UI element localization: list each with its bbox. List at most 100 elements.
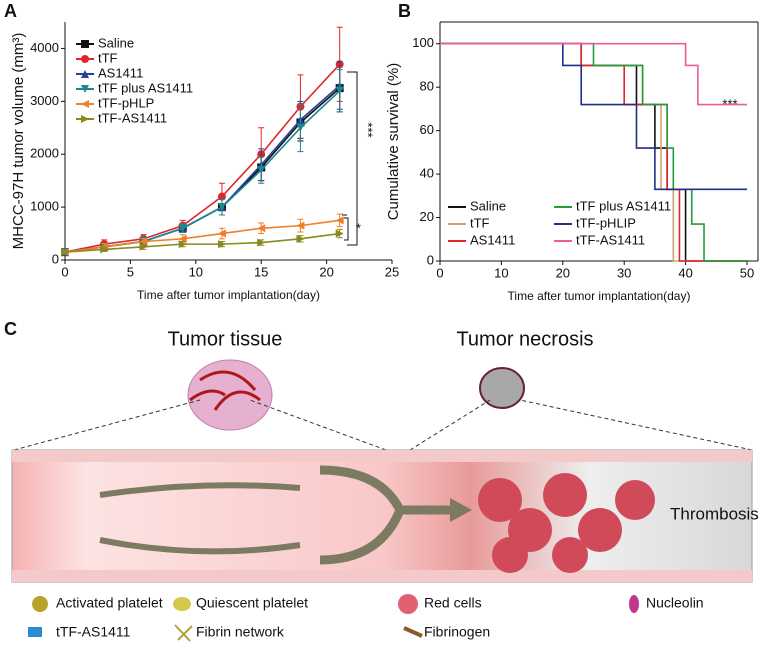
y-tick-label: 4000: [30, 40, 59, 55]
marker: [178, 224, 187, 233]
legend-label: tTF plus AS1411: [98, 80, 193, 95]
marker: [139, 242, 148, 251]
y-tick-label: 2000: [30, 146, 59, 161]
panel-label: C: [4, 319, 17, 339]
marker: [139, 237, 148, 246]
y-tick-label: 60: [420, 122, 434, 137]
legend-label: Saline: [470, 198, 506, 213]
legend-label: AS1411: [470, 232, 515, 247]
x-tick-label: 0: [61, 264, 68, 279]
diagram: C Tumor tissue Tumor necrosis Thrombosis: [4, 319, 759, 642]
vessel-wall-top: [12, 450, 752, 462]
y-tick-label: 40: [420, 166, 434, 181]
x-tick-label: 20: [319, 264, 333, 279]
bracket: [344, 217, 349, 241]
legend-label: Quiescent platelet: [196, 595, 308, 611]
legend-icons: [28, 594, 639, 642]
legend-label: Red cells: [424, 595, 482, 611]
survival-step: [440, 42, 747, 191]
legend-marker: [81, 115, 89, 123]
x-axis-label: Time after tumor implantation(day): [137, 288, 320, 302]
arrow: [319, 465, 450, 565]
legend-label: Nucleolin: [646, 595, 704, 611]
legend-label: Activated platelet: [56, 595, 163, 611]
marker: [296, 123, 305, 132]
dashed-lines: [13, 399, 753, 451]
red-cells: [478, 473, 655, 573]
legend-marker: [81, 100, 89, 108]
marker: [178, 240, 187, 249]
x-tick-label: 0: [436, 265, 443, 280]
right-title: Tumor necrosis: [456, 328, 593, 350]
legend-label: tTF-AS1411: [56, 624, 131, 640]
legend-marker: [81, 70, 89, 78]
marker: [257, 224, 266, 233]
legend-label: Saline: [98, 35, 134, 50]
legend-label: tTF-AS1411: [576, 232, 645, 247]
legend-marker: [81, 85, 89, 93]
panel-label: A: [4, 1, 17, 21]
marker: [335, 216, 344, 225]
legend-label: tTF plus AS1411: [576, 198, 671, 213]
series-line: [64, 232, 340, 253]
x-tick-label: 20: [556, 265, 570, 280]
bracket: [342, 71, 358, 246]
marker: [61, 248, 69, 257]
arrow: [99, 537, 301, 555]
tumor-vessels: [189, 370, 261, 411]
left-title: Tumor tissue: [168, 328, 283, 350]
legend-label: tTF: [98, 50, 118, 65]
marker: [217, 203, 226, 212]
y-tick-label: 100: [412, 35, 434, 50]
y-tick-label: 0: [52, 251, 59, 266]
y-tick-label: 0: [427, 252, 434, 267]
marker: [217, 240, 226, 249]
y-axis-label: Cumulative survival (%): [385, 63, 402, 221]
x-tick-label: 40: [678, 265, 692, 280]
survival-step: [440, 42, 747, 106]
region-label: Thrombosis: [670, 504, 759, 523]
marker: [217, 192, 226, 201]
survival-step: [440, 42, 747, 262]
legend-label: tTF-AS1411: [98, 110, 167, 125]
marker: [178, 234, 187, 243]
arrow: [99, 482, 301, 498]
y-tick-label: 80: [420, 79, 434, 94]
x-tick-label: 10: [189, 264, 203, 279]
marker: [257, 166, 266, 175]
legend-label: Fibrin network: [196, 624, 285, 640]
x-tick-label: 5: [127, 264, 134, 279]
legend-label: tTF: [470, 215, 490, 230]
series-line: [64, 63, 341, 253]
x-tick-label: 50: [740, 265, 754, 280]
vessel-wall-bottom: [12, 570, 752, 582]
marker: [335, 229, 344, 238]
marker: [100, 245, 109, 254]
annotation: *: [356, 220, 361, 235]
marker: [335, 86, 344, 95]
legend-label: tTF-pHLIP: [576, 215, 636, 230]
x-tick-label: 15: [254, 264, 268, 279]
y-tick-label: 1000: [30, 199, 59, 214]
y-tick-label: 20: [420, 209, 434, 224]
panel-label: B: [398, 1, 411, 21]
y-tick-label: 3000: [30, 93, 59, 108]
marker: [296, 221, 305, 230]
y-axis-label: MHCC-97H tumor volume (mm³): [10, 33, 27, 250]
marker: [217, 229, 226, 238]
marker: [296, 234, 305, 243]
annotation: ***: [722, 96, 737, 111]
x-tick-label: 10: [494, 265, 508, 280]
annotation: ***: [361, 122, 376, 137]
x-tick-label: 30: [617, 265, 631, 280]
legend-label: AS1411: [98, 65, 143, 80]
legend-label: Fibrinogen: [424, 624, 490, 640]
x-tick-label: 25: [385, 264, 399, 279]
marker: [257, 238, 266, 247]
series-line: [64, 219, 340, 253]
arrowhead: [450, 498, 472, 522]
necrosis-icon: [479, 367, 525, 409]
legend-marker: [81, 40, 89, 48]
x-axis-label: Time after tumor implantation(day): [508, 289, 691, 303]
